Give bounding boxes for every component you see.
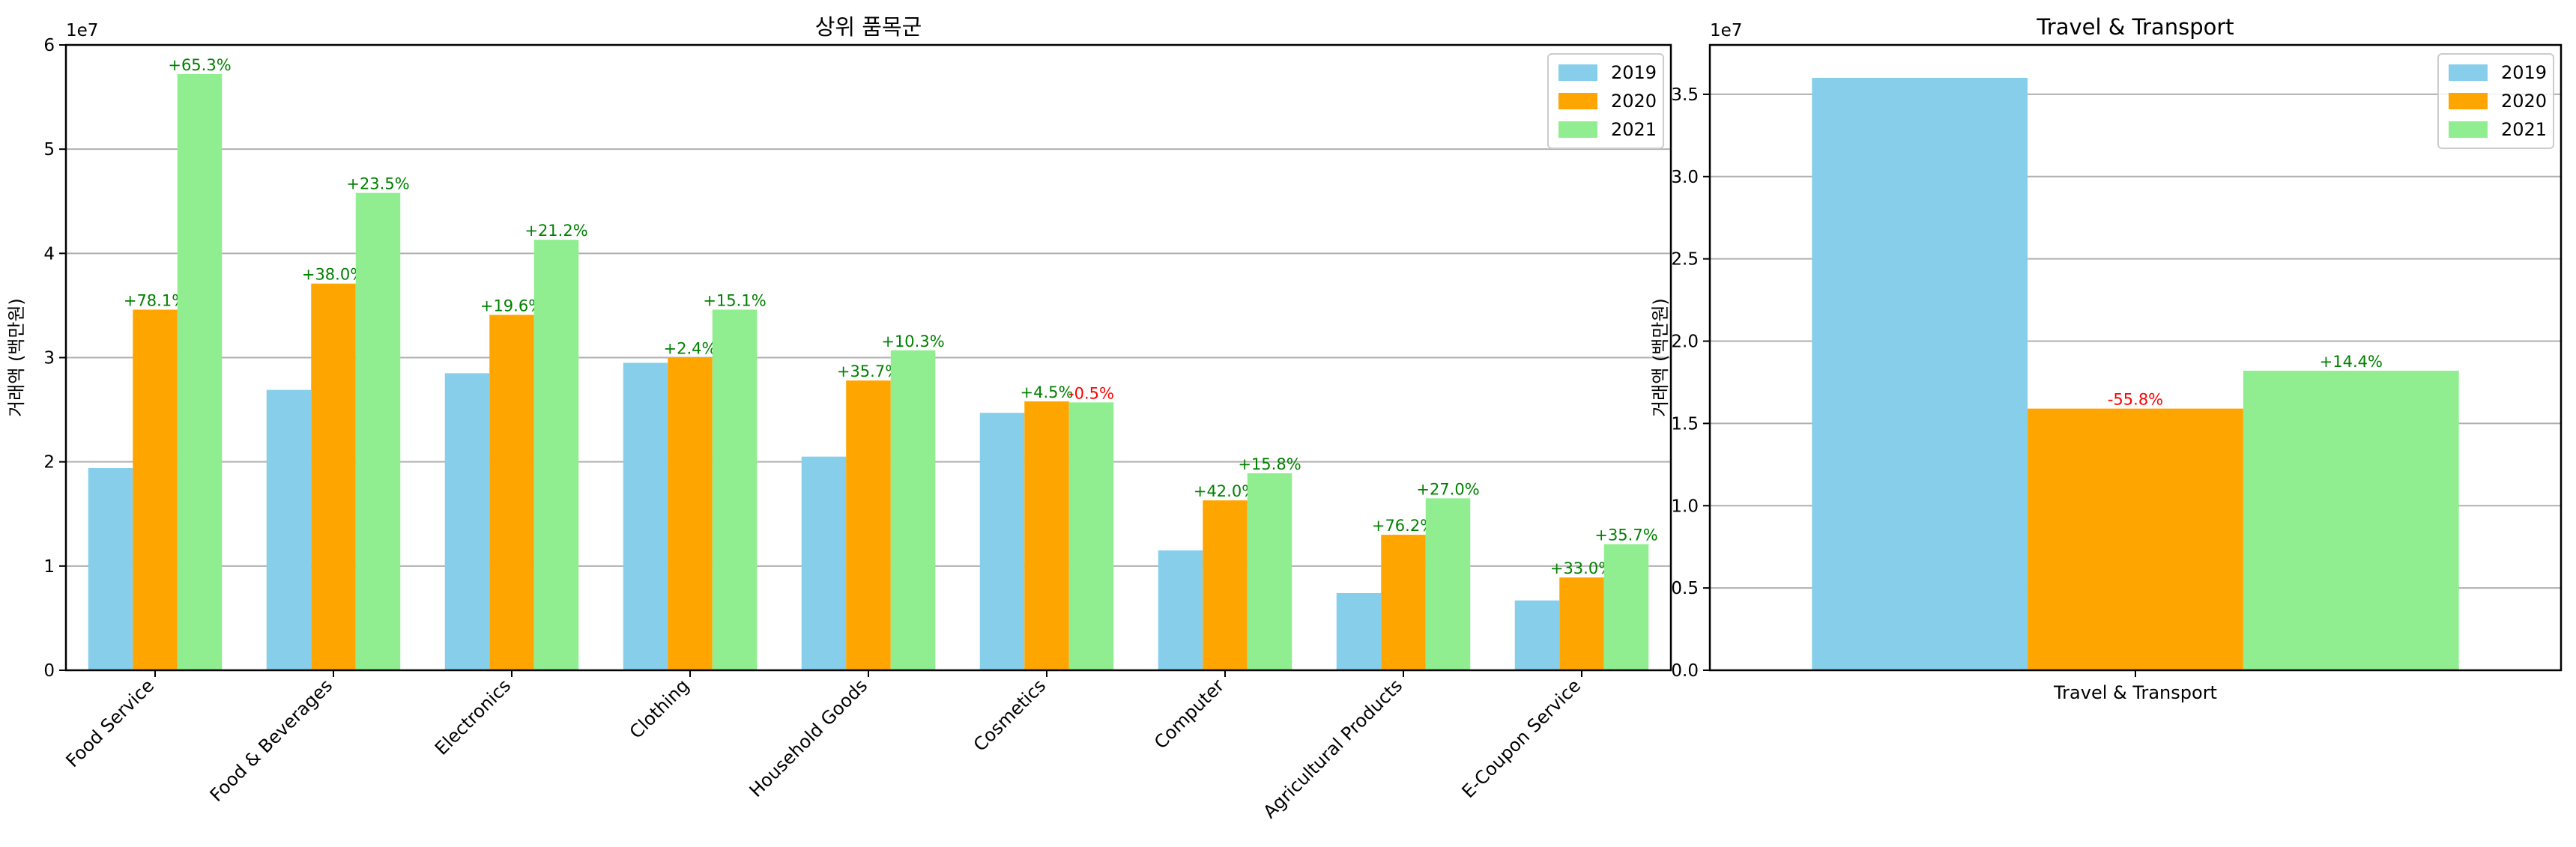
bar-2020 (1381, 535, 1426, 670)
legend-swatch-2020 (1558, 93, 1597, 109)
bar-2019 (1158, 550, 1203, 670)
bar-2021 (890, 350, 936, 670)
bar-2021 (2243, 371, 2459, 670)
y-tick-label: 0.0 (1671, 661, 1699, 681)
data-label: +4.5% (1021, 383, 1074, 401)
bar-2021 (1603, 544, 1649, 670)
chart-top-categories: +78.1% +38.0% +19.6% +2.4% +35.7% +4.5% +42.0%… (6, 14, 1672, 822)
bar-2021 (1425, 498, 1471, 670)
legend-swatch-2020 (2449, 93, 2488, 109)
legend-swatch-2019 (2449, 64, 2488, 81)
data-label: +35.7% (837, 362, 900, 380)
bar-2020 (311, 283, 356, 671)
bar-2021 (1068, 402, 1114, 670)
bar-2020 (489, 315, 534, 670)
y-tick-label: 0.5 (1671, 579, 1699, 598)
bar-2020 (668, 357, 713, 670)
x-tick-label: Food Service (62, 675, 159, 771)
x-tick-label: Travel & Transport (2053, 682, 2217, 703)
data-label: +27.0% (1416, 480, 1479, 498)
y-tick-label: 4 (43, 244, 55, 264)
bar-2020 (2028, 408, 2243, 670)
chart-travel-transport: -55.8% +14.4% 0.0 0.5 1.0 1.5 2.0 2.5 3.0 3.5 1e7 거… (1650, 14, 2563, 703)
bar-2019 (623, 362, 668, 670)
y-scale-note: 1e7 (1710, 21, 1742, 40)
bar-2020 (133, 309, 178, 670)
data-label: +10.3% (881, 333, 944, 350)
y-tick-label: 2.0 (1671, 333, 1699, 352)
bar-2020 (1559, 577, 1604, 670)
y-tick-label: 1.0 (1671, 497, 1699, 516)
legend-label: 2021 (2501, 119, 2547, 140)
bar-2019 (88, 468, 133, 670)
legend-swatch-2021 (2449, 121, 2488, 138)
data-label: +35.7% (1594, 526, 1657, 544)
legend-label: 2019 (2501, 62, 2547, 83)
y-axis-label: 거래액 (백만원) (1650, 298, 1671, 417)
x-tick-label: Computer (1150, 675, 1228, 753)
legend: 2019 2020 2021 (1547, 53, 1664, 149)
x-tick-label: Cosmetics (970, 675, 1050, 755)
bar-2019 (979, 413, 1025, 670)
y-scale-note: 1e7 (66, 21, 98, 40)
x-tick-label: Food & Beverages (206, 675, 337, 806)
x-tick-label: Clothing (626, 675, 693, 742)
y-tick-label: 3 (43, 349, 55, 368)
y-tick-label: 2.5 (1671, 250, 1699, 270)
x-tick-label: Electronics (431, 675, 515, 759)
bar-2019 (1514, 600, 1560, 670)
bar-2019 (1812, 77, 2028, 670)
data-label: +19.6% (480, 297, 543, 315)
bar-2021 (1247, 473, 1292, 670)
bar-2021 (355, 192, 401, 670)
chart-title: Travel & Transport (2036, 14, 2234, 40)
legend-swatch-2019 (1558, 64, 1597, 81)
bar-2021 (177, 73, 223, 670)
legend-label: 2020 (2501, 91, 2547, 112)
y-tick-label: 0 (43, 661, 55, 681)
data-label: +78.1% (124, 291, 187, 309)
data-label: +2.4% (664, 340, 717, 358)
bar-2019 (266, 389, 312, 670)
data-label: +65.3% (168, 56, 231, 74)
data-label: +23.5% (346, 175, 409, 193)
legend-label: 2021 (1611, 119, 1657, 140)
data-label: -55.8% (2108, 391, 2163, 409)
x-tick-label: Agricultural Products (1259, 675, 1406, 822)
x-tick-label: E-Coupon Service (1458, 675, 1585, 802)
data-label: +33.0% (1550, 559, 1613, 577)
bar-2021 (712, 309, 758, 670)
bar-2019 (801, 456, 847, 670)
data-label: +15.1% (703, 291, 766, 309)
legend-label: 2019 (1611, 62, 1657, 83)
data-label: +76.2% (1372, 517, 1435, 535)
bar-2020 (1203, 500, 1248, 670)
data-label: +14.4% (2320, 353, 2383, 371)
data-label: +42.0% (1194, 482, 1257, 500)
y-tick-label: 2 (43, 453, 55, 473)
legend-swatch-2021 (1558, 121, 1597, 138)
y-tick-label: 6 (43, 36, 55, 55)
data-label: +15.8% (1238, 455, 1301, 473)
y-axis-label: 거래액 (백만원) (6, 298, 27, 417)
data-label: +38.0% (302, 266, 365, 284)
bar-2020 (1024, 401, 1069, 670)
bar-2020 (846, 380, 891, 670)
data-label: +21.2% (524, 222, 587, 240)
y-tick-label: 1.5 (1671, 414, 1699, 434)
legend: 2019 2020 2021 (2437, 53, 2554, 149)
y-tick-label: 3.5 (1671, 85, 1699, 105)
bar-2021 (533, 240, 579, 670)
chart-title: 상위 품목군 (815, 14, 922, 40)
x-tick-label: Household Goods (746, 675, 872, 801)
data-label: -0.5% (1068, 384, 1114, 402)
y-tick-label: 1 (43, 557, 55, 577)
bar-2019 (1336, 593, 1382, 670)
y-tick-label: 5 (43, 140, 55, 160)
bar-2019 (444, 373, 490, 670)
y-tick-label: 3.0 (1671, 168, 1699, 187)
legend-label: 2020 (1611, 91, 1657, 112)
